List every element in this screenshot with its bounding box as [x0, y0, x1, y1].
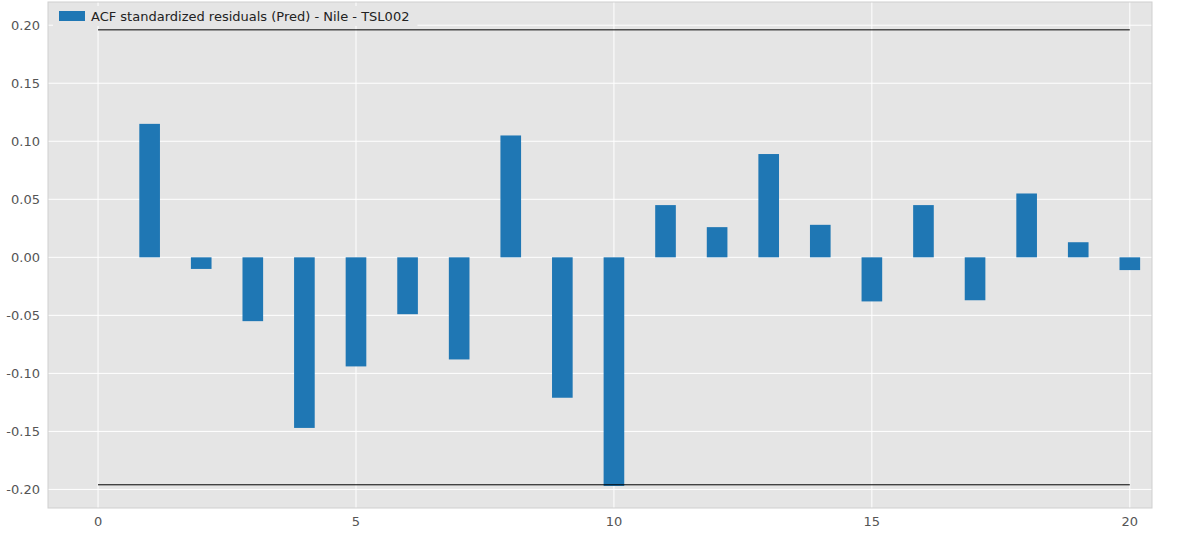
grid-line — [48, 489, 1152, 490]
plot-background — [48, 2, 1152, 508]
bar — [965, 257, 986, 300]
bar — [242, 257, 263, 321]
tick-label: 0.05 — [11, 192, 40, 207]
bar — [294, 257, 315, 428]
plot-frame — [48, 2, 1152, 508]
grid-line — [48, 431, 1152, 432]
bar — [397, 257, 418, 314]
bar — [862, 257, 883, 301]
tick-label: 10 — [606, 514, 623, 529]
bar — [500, 135, 521, 257]
tick-label: -0.20 — [6, 482, 40, 497]
grid-line — [871, 2, 872, 508]
tick-label: -0.15 — [6, 424, 40, 439]
tick-label: 0.15 — [11, 76, 40, 91]
tick-label: 20 — [1122, 514, 1139, 529]
marks — [98, 30, 1140, 486]
legend-label: ACF standardized residuals (Pred) - Nile… — [91, 9, 409, 24]
legend: ACF standardized residuals (Pred) - Nile… — [53, 6, 417, 26]
tick-label: -0.10 — [6, 366, 40, 381]
tick-label: 0.10 — [11, 134, 40, 149]
bar — [758, 154, 779, 257]
grid-line — [355, 2, 356, 508]
bar — [191, 257, 212, 269]
legend-box — [53, 6, 417, 26]
bar — [139, 124, 160, 257]
bar — [449, 257, 470, 359]
grid-line — [48, 315, 1152, 316]
chart: -0.20 -0.15 -0.10 -0.05 0.00 0.05 0.10 0.15 0.20… — [0, 0, 1200, 548]
grid-line — [48, 257, 1152, 258]
bar — [913, 205, 934, 257]
grid-line — [1129, 2, 1130, 508]
bar — [810, 225, 831, 257]
bar — [604, 257, 625, 486]
bar — [1016, 193, 1037, 257]
tick-label: -0.05 — [6, 308, 40, 323]
tick-label: 15 — [864, 514, 881, 529]
tick-label: 0.20 — [11, 18, 40, 33]
grid-line — [48, 83, 1152, 84]
bar — [1119, 257, 1140, 270]
tick-label: 0 — [94, 514, 102, 529]
bar — [1068, 242, 1089, 257]
bar — [552, 257, 573, 397]
grid-line — [98, 2, 99, 508]
grid-line — [48, 373, 1152, 374]
confidence-line — [98, 484, 1130, 485]
confidence-line — [98, 29, 1130, 30]
bar — [655, 205, 676, 257]
grid-line — [48, 199, 1152, 200]
bar — [707, 227, 728, 257]
tick-label: 0.00 — [11, 250, 40, 265]
bar — [346, 257, 367, 366]
grid-line — [48, 141, 1152, 142]
tick-label: 5 — [352, 514, 360, 529]
legend-swatch — [59, 11, 85, 21]
